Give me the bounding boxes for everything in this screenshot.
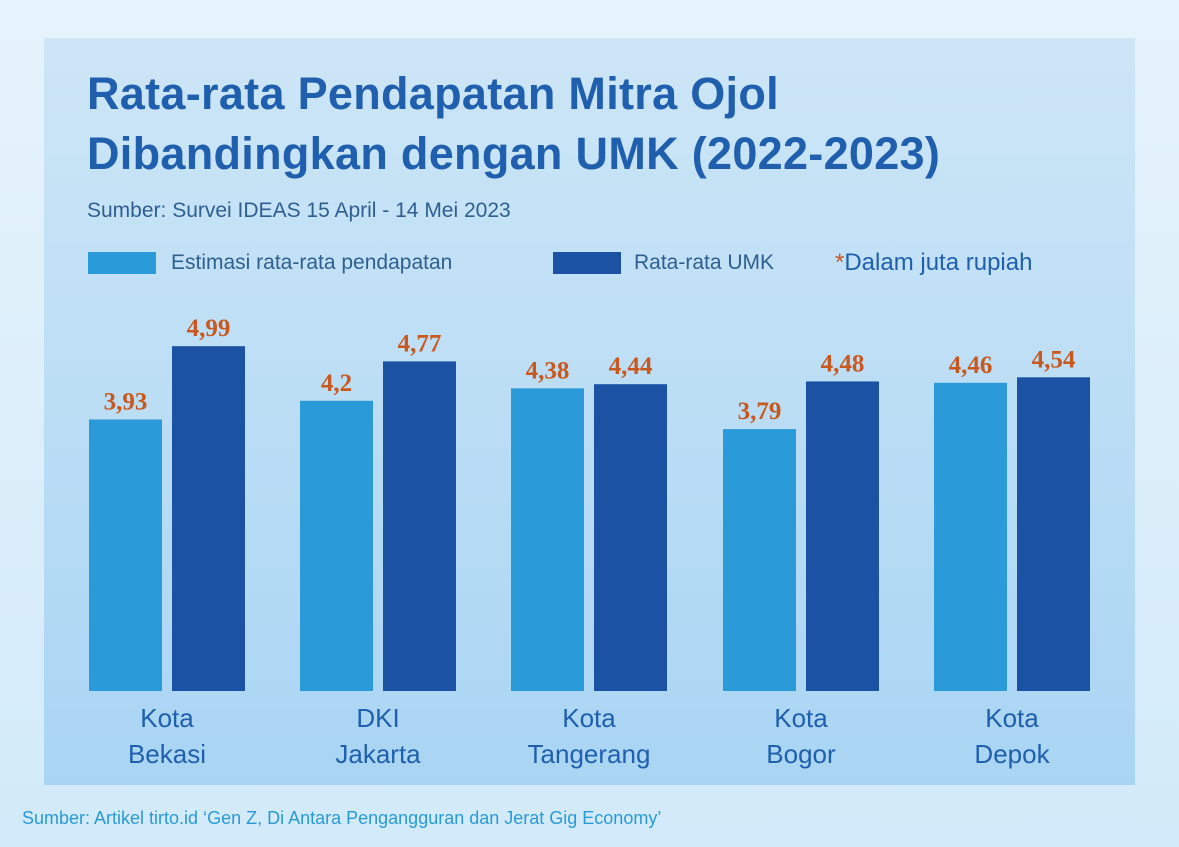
bar-income-0 — [89, 419, 162, 691]
chart-title-line-1: Rata-rata Pendapatan Mitra Ojol — [87, 68, 779, 119]
unit-note: *Dalam juta rupiah — [835, 249, 1032, 277]
category-label-1-line-1: Jakarta — [335, 739, 421, 769]
value-label-income-3: 3,79 — [738, 398, 782, 425]
bar-umk-4 — [1017, 377, 1090, 691]
legend-label-umk: Rata-rata UMK — [634, 251, 775, 274]
bar-umk-2 — [594, 384, 667, 691]
value-label-umk-0: 4,99 — [187, 315, 231, 342]
value-label-umk-1: 4,77 — [398, 330, 442, 357]
category-label-4-line-0: Kota — [985, 703, 1039, 733]
legend-swatch-umk — [553, 252, 621, 274]
bar-umk-0 — [172, 346, 245, 691]
category-label-2-line-0: Kota — [562, 703, 616, 733]
legend-label-income: Estimasi rata-rata pendapatan — [171, 251, 453, 274]
value-label-income-2: 4,38 — [526, 357, 570, 384]
category-label-0-line-0: Kota — [140, 703, 194, 733]
value-label-umk-2: 4,44 — [609, 353, 653, 380]
bar-income-1 — [300, 400, 373, 691]
bar-umk-3 — [806, 381, 879, 691]
unit-note-text: Dalam juta rupiah — [844, 249, 1033, 276]
unit-note-star: * — [835, 249, 845, 276]
bar-income-3 — [723, 429, 796, 691]
category-label-0-line-1: Bekasi — [128, 739, 206, 769]
chart-title-line-2: Dibandingkan dengan UMK (2022-2023) — [87, 128, 941, 179]
value-label-income-0: 3,93 — [104, 388, 148, 415]
category-label-2-line-1: Tangerang — [528, 739, 651, 769]
bar-income-2 — [511, 388, 584, 691]
category-label-4-line-1: Depok — [974, 739, 1050, 769]
value-label-income-1: 4,2 — [321, 370, 352, 397]
category-label-1-line-0: DKI — [356, 703, 399, 733]
bar-income-4 — [934, 382, 1007, 691]
category-label-3-line-0: Kota — [774, 703, 828, 733]
bar-umk-1 — [383, 361, 456, 691]
chart-subtitle: Sumber: Survei IDEAS 15 April - 14 Mei 2… — [87, 199, 511, 222]
value-label-income-4: 4,46 — [949, 352, 993, 379]
footer-source: Sumber: Artikel tirto.id ‘Gen Z, Di Anta… — [22, 808, 662, 828]
value-label-umk-4: 4,54 — [1032, 346, 1076, 373]
legend-swatch-income — [88, 252, 156, 274]
category-label-3-line-1: Bogor — [766, 739, 836, 769]
value-label-umk-3: 4,48 — [821, 350, 865, 377]
